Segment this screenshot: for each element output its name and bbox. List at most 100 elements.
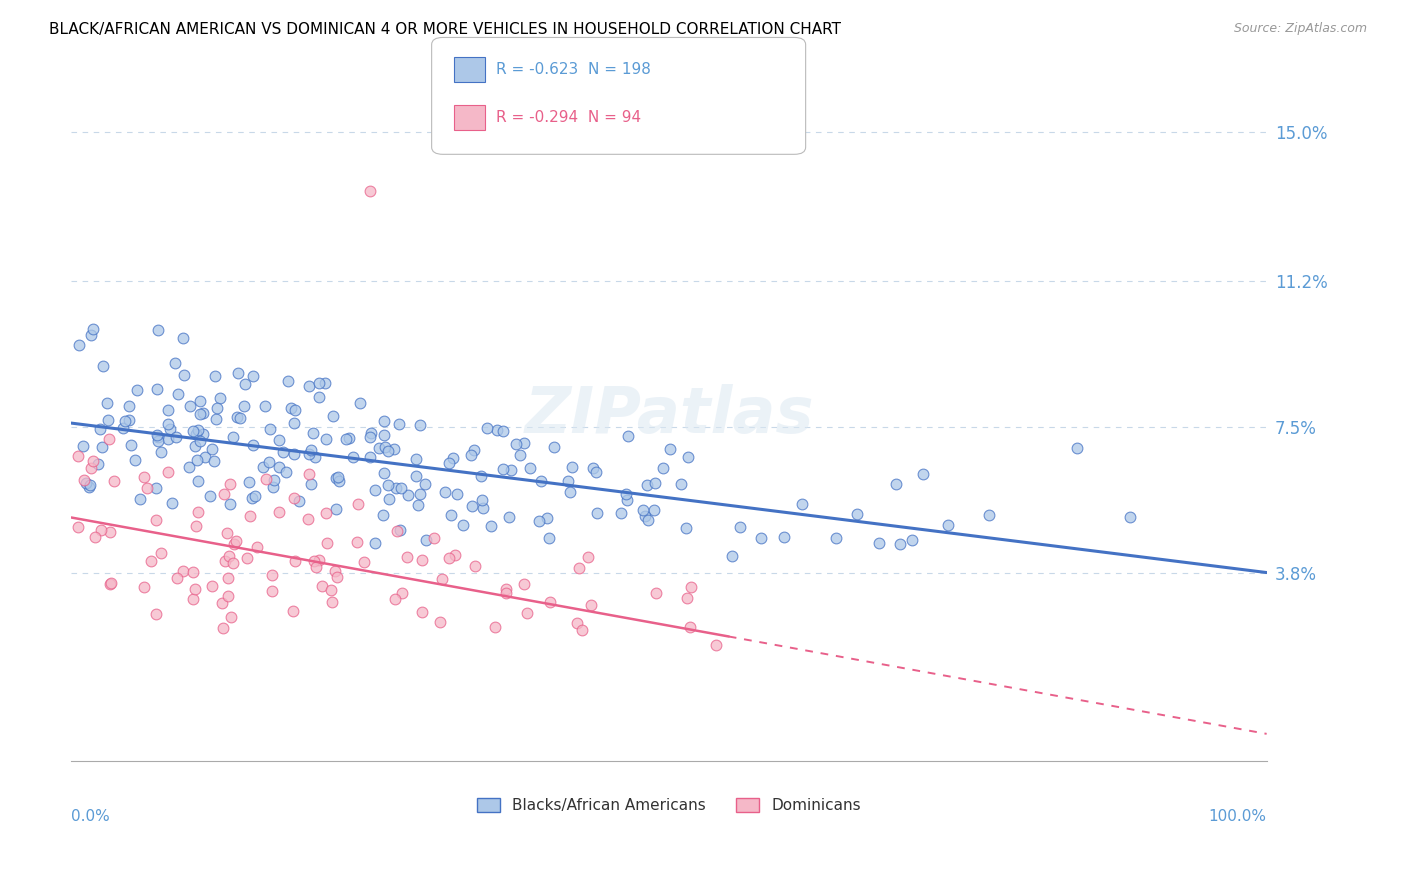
Text: Source: ZipAtlas.com: Source: ZipAtlas.com bbox=[1233, 22, 1367, 36]
Point bbox=[184, 582, 207, 597]
Point bbox=[118, 412, 141, 426]
Point bbox=[242, 438, 264, 452]
Point bbox=[389, 482, 412, 496]
Point bbox=[396, 488, 419, 502]
Point bbox=[260, 584, 283, 599]
Point bbox=[901, 533, 924, 548]
Point bbox=[530, 474, 553, 488]
Point bbox=[669, 476, 692, 491]
Point bbox=[538, 531, 561, 545]
Point bbox=[585, 507, 607, 521]
Point bbox=[347, 497, 370, 511]
Point bbox=[315, 506, 337, 520]
Point bbox=[538, 595, 561, 609]
Point bbox=[485, 423, 508, 437]
Point bbox=[259, 422, 281, 436]
Point bbox=[226, 367, 249, 381]
Point bbox=[188, 434, 211, 448]
Point bbox=[315, 535, 337, 549]
Point bbox=[676, 450, 699, 464]
Point bbox=[246, 540, 269, 554]
Point bbox=[337, 432, 360, 446]
Point bbox=[325, 470, 347, 484]
Point bbox=[326, 570, 349, 584]
Point bbox=[134, 580, 156, 594]
Point bbox=[377, 444, 399, 458]
Point bbox=[204, 368, 226, 383]
Point bbox=[77, 480, 100, 494]
Point bbox=[470, 468, 492, 483]
Point bbox=[406, 498, 429, 512]
Point bbox=[156, 417, 179, 431]
Point bbox=[323, 564, 346, 578]
Point bbox=[519, 461, 541, 475]
Point bbox=[75, 476, 97, 491]
Point bbox=[1119, 510, 1142, 524]
Point bbox=[156, 403, 179, 417]
Point bbox=[492, 424, 515, 438]
Point bbox=[262, 480, 284, 494]
Point bbox=[124, 452, 146, 467]
Point bbox=[568, 561, 591, 575]
Point bbox=[405, 452, 427, 467]
Point bbox=[135, 481, 157, 495]
Point bbox=[217, 589, 239, 603]
Point bbox=[271, 445, 294, 459]
Point bbox=[415, 533, 437, 547]
Point bbox=[148, 430, 170, 444]
Point bbox=[495, 586, 517, 600]
Point bbox=[297, 512, 319, 526]
Point bbox=[429, 615, 451, 630]
Point bbox=[287, 493, 309, 508]
Point bbox=[636, 477, 658, 491]
Point bbox=[409, 418, 432, 433]
Point bbox=[463, 442, 485, 457]
Point bbox=[87, 457, 110, 471]
Point bbox=[321, 583, 343, 598]
Point bbox=[325, 502, 347, 516]
Point bbox=[644, 586, 666, 600]
Point bbox=[240, 491, 263, 506]
Point bbox=[536, 510, 558, 524]
Point bbox=[516, 606, 538, 620]
Point bbox=[263, 473, 285, 487]
Point bbox=[160, 496, 183, 510]
Point bbox=[79, 460, 101, 475]
Point bbox=[209, 392, 232, 406]
Point bbox=[215, 525, 238, 540]
Point bbox=[90, 523, 112, 537]
Point bbox=[298, 447, 321, 461]
Point bbox=[145, 607, 167, 621]
Point bbox=[277, 374, 299, 388]
Point bbox=[346, 535, 368, 549]
Point bbox=[225, 534, 247, 549]
Point bbox=[561, 460, 583, 475]
Point bbox=[167, 387, 190, 401]
Point bbox=[675, 521, 697, 535]
Point bbox=[243, 489, 266, 503]
Point bbox=[284, 403, 307, 417]
Point bbox=[127, 383, 149, 397]
Point bbox=[389, 523, 412, 537]
Point bbox=[97, 413, 120, 427]
Point bbox=[751, 531, 773, 545]
Point bbox=[411, 606, 433, 620]
Point bbox=[377, 478, 399, 492]
Point bbox=[824, 531, 846, 545]
Point bbox=[472, 501, 495, 516]
Point bbox=[146, 434, 169, 449]
Point bbox=[378, 491, 401, 506]
Text: 0.0%: 0.0% bbox=[72, 808, 110, 823]
Point bbox=[385, 524, 408, 538]
Point bbox=[679, 580, 702, 594]
Point bbox=[90, 441, 112, 455]
Point bbox=[728, 520, 751, 534]
Point bbox=[359, 450, 381, 464]
Point bbox=[328, 474, 350, 488]
Point bbox=[409, 487, 432, 501]
Point bbox=[214, 554, 236, 568]
Point bbox=[253, 399, 276, 413]
Point bbox=[314, 376, 336, 391]
Point bbox=[433, 485, 456, 500]
Point bbox=[191, 406, 214, 420]
